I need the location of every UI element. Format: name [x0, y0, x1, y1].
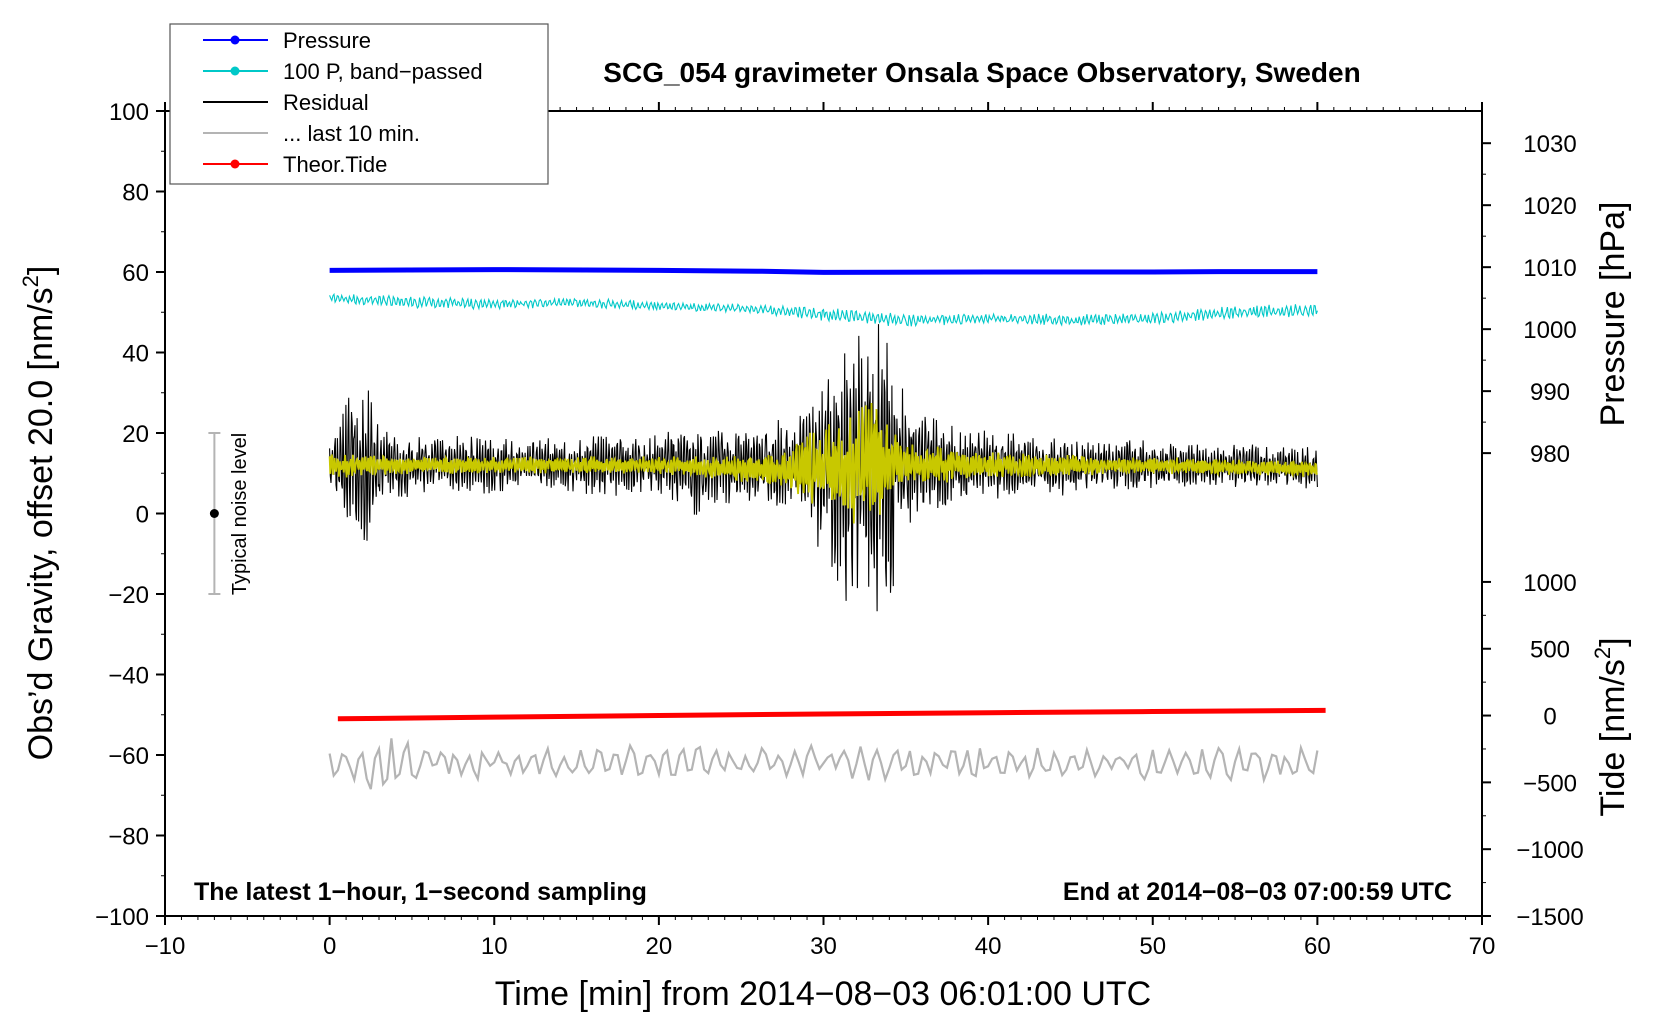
tide-axis-tick-label: −500	[1523, 770, 1577, 797]
legend: Pressure 100 P, band−passed Residual ... la…	[169, 23, 549, 185]
y-axis-title-text: Obs’d Gravity, offset 20.0 [nm/s	[22, 287, 60, 760]
series-last-10-min	[328, 738, 1319, 790]
legend-marker-100-p-band-passed	[230, 66, 240, 76]
x-axis-title: Time [min] from 2014−08−03 06:01:00 UTC	[495, 975, 1151, 1013]
y-axis-title-end: ]	[22, 266, 60, 275]
legend-label-pressure: Pressure	[283, 28, 371, 53]
tide-axis-tick-label: 0	[1543, 704, 1556, 731]
series-theor-tide	[337, 707, 1326, 722]
y-axis-title-sup: 2	[18, 275, 43, 287]
noise-bar-center	[209, 509, 219, 518]
pressure-axis-title: Pressure [hPa]	[1594, 202, 1632, 427]
y-tick-label: 60	[122, 260, 149, 287]
x-tick-label: 20	[646, 933, 673, 960]
tide-axis-title-sup: 2	[1590, 647, 1615, 659]
legend-box	[169, 23, 549, 185]
y-tick-label: −60	[108, 743, 149, 770]
noise-level-indicator	[208, 432, 221, 595]
tide-axis-tick-label: 1000	[1523, 570, 1576, 597]
tide-axis-tick-label: −1000	[1516, 837, 1583, 864]
x-tick-label: 50	[1139, 933, 1166, 960]
legend-label-theor-tide: Theor.Tide	[283, 152, 387, 177]
tide-axis-title-end: ]	[1594, 637, 1632, 646]
plot-frame	[164, 110, 1483, 917]
y-axis-title: Obs’d Gravity, offset 20.0 [nm/s2]	[18, 266, 60, 761]
tide-axis-title: Tide [nm/s2]	[1590, 637, 1632, 816]
series-pressure	[329, 267, 1318, 275]
x-tick-label: −10	[145, 933, 186, 960]
series-100-p-band-passed	[329, 292, 1318, 328]
x-tick-label: 0	[323, 933, 336, 960]
y-tick-label: −100	[95, 904, 149, 931]
pressure-axis-tick-label: 1000	[1523, 317, 1576, 344]
plot-area	[164, 110, 1483, 917]
legend-label-last-10-min: ... last 10 min.	[283, 121, 420, 146]
legend-label-100-p-band-passed: 100 P, band−passed	[283, 59, 483, 84]
x-tick-label: 30	[810, 933, 837, 960]
pressure-axis-tick-label: 1010	[1523, 255, 1576, 282]
x-tick-label: 70	[1469, 933, 1496, 960]
y-tick-label: 20	[122, 421, 149, 448]
y-tick-label: 40	[122, 341, 149, 368]
series-residual-filtered	[328, 402, 1318, 524]
y-tick-label: 100	[109, 99, 149, 126]
tide-axis-title-text: Tide [nm/s	[1594, 659, 1632, 816]
pressure-axis-tick-label: 980	[1530, 441, 1570, 468]
x-tick-label: 10	[481, 933, 508, 960]
end-time-note: End at 2014−08−03 07:00:59 UTC	[1063, 878, 1452, 906]
x-tick-label: 60	[1304, 933, 1331, 960]
tide-axis-tick-label: −1500	[1516, 904, 1583, 931]
x-tick-label: 40	[975, 933, 1002, 960]
chart-title: SCG_054 gravimeter Onsala Space Observat…	[603, 57, 1360, 88]
legend-marker-theor-tide	[230, 159, 240, 169]
pressure-axis-tick-label: 1030	[1523, 131, 1576, 158]
y-tick-label: −40	[108, 663, 149, 690]
legend-marker-pressure	[230, 35, 240, 45]
legend-label-residual: Residual	[283, 90, 369, 115]
y-tick-label: −20	[108, 582, 149, 609]
pressure-axis-tick-label: 990	[1530, 379, 1570, 406]
sampling-note: The latest 1−hour, 1−second sampling	[194, 878, 647, 906]
y-tick-label: 80	[122, 180, 149, 207]
y-tick-label: −80	[108, 824, 149, 851]
tide-axis-tick-label: 500	[1530, 637, 1570, 664]
series-layer	[328, 267, 1326, 790]
noise-level-label: Typical noise level	[229, 433, 251, 595]
axes-layer: −10 0 10 20 30 40 50 60 70−100−80−60−40−20020406…	[95, 99, 1584, 960]
y-tick-label: 0	[136, 502, 149, 529]
pressure-axis-tick-label: 1020	[1523, 193, 1576, 220]
